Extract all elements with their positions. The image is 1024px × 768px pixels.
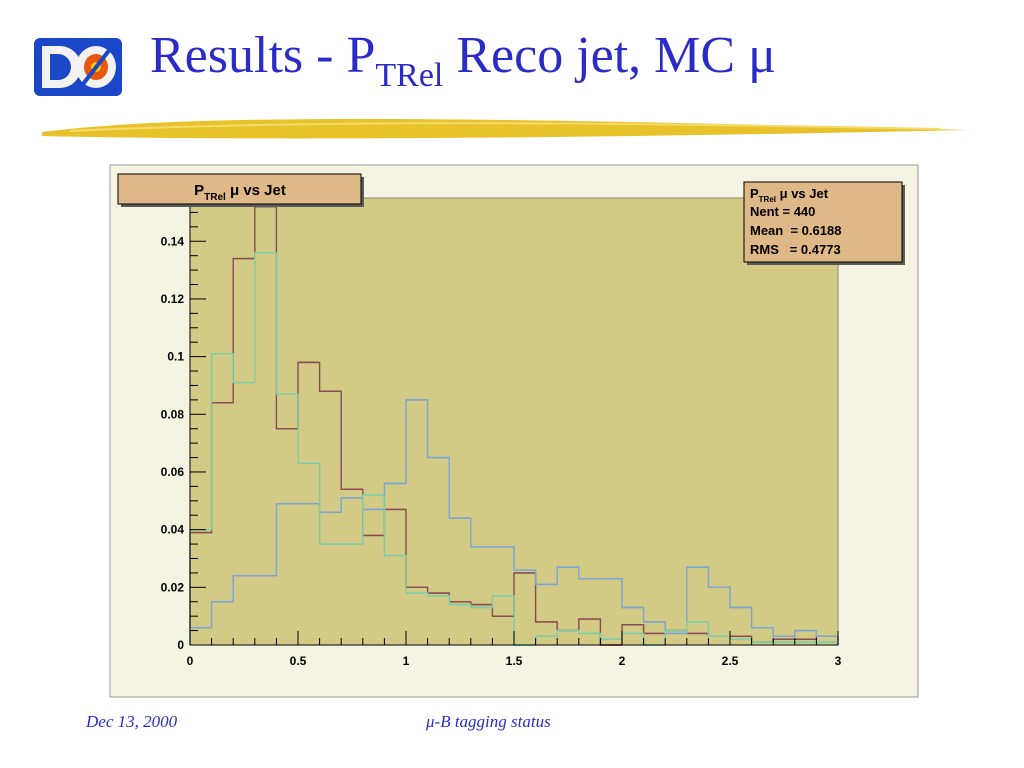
axis-layer: 0 0.02 0.04 0.06 0.08 0.1 0.12 0.14 0 0.5 1 1.5 2 2.5…	[161, 197, 842, 668]
title-underline-stroke	[42, 118, 968, 139]
y-tick-label: 0.04	[161, 523, 185, 537]
stats-name-prefix: P	[750, 186, 759, 201]
y-tick-label: 0.14	[161, 234, 185, 248]
x-tick-label: 1.5	[506, 654, 523, 668]
x-tick-label: 3	[835, 654, 842, 668]
y-tick-label: 0.02	[161, 580, 185, 594]
x-tick-label: 0.5	[290, 654, 307, 668]
histogram-layer	[189, 205, 839, 646]
x-tick-label: 1	[403, 654, 410, 668]
histogram-title: PTRel μ vs Jet	[194, 182, 286, 203]
histogram-title-suffix: μ vs Jet	[226, 182, 286, 199]
footer-date: Dec 13, 2000	[86, 712, 178, 731]
x-tick-label: 2	[619, 654, 626, 668]
y-tick-label: 0	[177, 638, 184, 652]
histogram-series-2	[189, 399, 839, 645]
slide-title-subscript: TRel	[375, 57, 444, 94]
x-tick-label: 0	[187, 654, 194, 668]
y-tick-label: 0.06	[161, 465, 185, 479]
y-tick-label: 0.08	[161, 407, 185, 421]
stats-nent: Nent = 440	[750, 204, 815, 219]
slide-title-suffix: Reco jet, MC μ	[443, 27, 776, 84]
stats-box: PTRel μ vs Jet Nent = 440 Mean = 0.6188 …	[743, 181, 905, 265]
y-tick-label: 0.12	[161, 292, 185, 306]
stats-rms: RMS = 0.4773	[750, 242, 841, 257]
stats-name: PTRel μ vs Jet	[750, 186, 829, 204]
histogram-title-subscript: TRel	[204, 192, 226, 203]
x-tick-label: 2.5	[722, 654, 739, 668]
histogram-title-box: PTRel μ vs Jet	[117, 173, 364, 207]
d0-logo-icon	[34, 38, 122, 96]
slide-title-prefix: Results - P	[150, 27, 376, 84]
stats-name-suffix: μ vs Jet	[776, 186, 829, 201]
slide-title: Results - PTRel Reco jet, MC μ	[150, 30, 776, 110]
y-tick-label: 0.1	[167, 350, 184, 364]
stats-name-subscript: TRel	[759, 195, 776, 204]
stats-mean: Mean = 0.6188	[750, 223, 841, 238]
footer-topic: μ-B tagging status	[426, 712, 551, 731]
histogram-title-prefix: P	[194, 182, 204, 199]
